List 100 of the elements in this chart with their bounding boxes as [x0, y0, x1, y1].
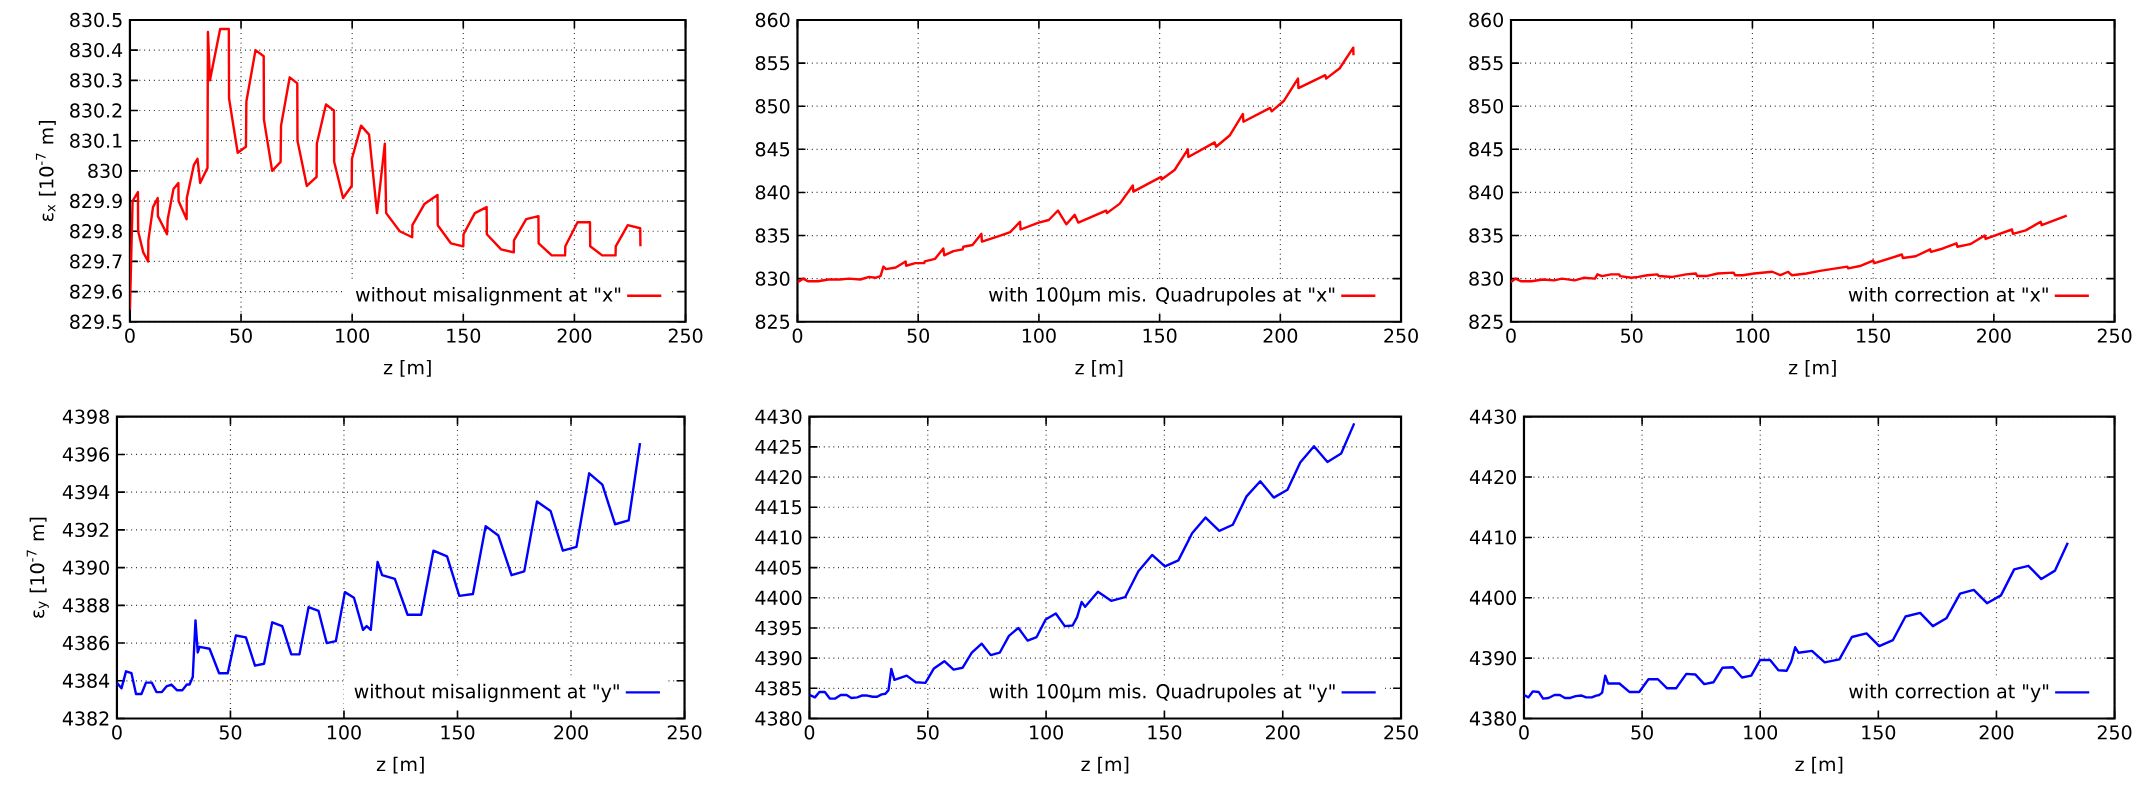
x-tick-label: 50	[917, 724, 939, 740]
x-tick-label: 50	[219, 724, 242, 740]
x-tick-label: 100	[1022, 328, 1056, 343]
x-tick-label: 200	[1979, 724, 2014, 740]
legend-label: without misalignment at "y"	[354, 683, 619, 702]
y-tick-label: 4410	[1469, 530, 1516, 545]
legend-label: with correction at "y"	[1849, 683, 2049, 702]
y-tick-label: 845	[755, 141, 790, 157]
y-tick-label: 825	[1469, 314, 1503, 329]
y-tick-label: 855	[755, 55, 790, 71]
y-tick-label: 4388	[62, 597, 109, 613]
y-tick-label: 4400	[1469, 590, 1516, 605]
y-tick-label: 850	[755, 98, 790, 114]
x-axis-title: z [m]	[376, 756, 424, 774]
x-tick-label: 150	[1862, 724, 1896, 740]
x-tick-label: 50	[1631, 724, 1653, 740]
y-tick-label: 4380	[1469, 711, 1516, 726]
x-tick-label: 250	[2097, 724, 2132, 740]
x-tick-label: 0	[804, 724, 815, 740]
y-tick-label: 4415	[755, 499, 802, 515]
y-tick-label: 830.2	[70, 103, 122, 118]
x-tick-label: 100	[1736, 328, 1770, 343]
y-tick-label: 830	[1469, 271, 1503, 286]
y-tick-label: 4394	[62, 484, 110, 500]
x-axis-title: z [m]	[1788, 359, 1836, 377]
x-tick-label: 200	[1266, 724, 1300, 740]
x-tick-label: 250	[667, 724, 702, 740]
x-axis-title: z [m]	[1795, 756, 1843, 774]
y-tick-label: 4400	[755, 590, 802, 605]
x-tick-label: 50	[907, 328, 929, 343]
x-tick-label: 250	[1384, 724, 1418, 740]
y-tick-label: 4405	[755, 560, 802, 575]
y-tick-label: 850	[1469, 98, 1503, 114]
y-tick-label: 829.7	[70, 254, 122, 269]
x-tick-label: 100	[327, 724, 361, 740]
y-tick-label: 829.9	[70, 193, 122, 209]
y-tick-label: 835	[755, 228, 790, 243]
legend-label: with 100μm mis. Quadrupoles at "y"	[989, 683, 1335, 702]
x-tick-label: 0	[125, 328, 135, 343]
line-series	[797, 46, 1355, 284]
y-tick-label: 4382	[62, 711, 109, 726]
x-tick-label: 200	[1263, 328, 1298, 343]
line-series	[1510, 214, 2068, 284]
y-tick-label: 830.5	[70, 12, 122, 27]
y-tick-label: 4395	[755, 620, 802, 635]
y-tick-label: 4390	[1469, 650, 1516, 666]
x-tick-label: 0	[1506, 328, 1516, 343]
x-axis-title: z [m]	[1075, 359, 1123, 377]
x-tick-label: 250	[668, 328, 703, 343]
legend-label: with 100μm mis. Quadrupoles at "x"	[989, 286, 1335, 306]
y-axis-title: ε$_{y}$ [10$^{-7}$ m]	[26, 517, 49, 618]
x-tick-label: 50	[230, 328, 252, 343]
x-tick-label: 250	[2097, 328, 2132, 343]
y-tick-label: 845	[1469, 141, 1503, 157]
y-axis-title: ε$_{x}$ [10$^{-7}$ m]	[35, 120, 56, 221]
y-tick-label: 4420	[755, 469, 802, 485]
y-tick-label: 4390	[755, 650, 802, 666]
y-tick-label: 829.6	[70, 284, 122, 299]
y-tick-label: 840	[1469, 185, 1503, 200]
y-tick-label: 4390	[62, 560, 109, 575]
y-tick-label: 829.8	[70, 223, 122, 239]
y-tick-label: 830.1	[70, 133, 122, 148]
x-tick-label: 100	[336, 328, 370, 343]
x-tick-label: 150	[447, 328, 481, 343]
y-tick-label: 825	[755, 314, 790, 329]
y-tick-label: 835	[1469, 228, 1503, 243]
y-tick-label: 830.4	[70, 42, 123, 58]
y-tick-label: 4392	[62, 522, 109, 537]
x-tick-label: 0	[792, 328, 803, 343]
x-axis-title: z [m]	[1081, 756, 1129, 774]
x-tick-label: 200	[554, 724, 588, 740]
y-tick-label: 4420	[1469, 469, 1516, 485]
x-tick-label: 200	[557, 328, 592, 343]
x-tick-label: 150	[1857, 328, 1890, 343]
x-tick-label: 150	[1148, 724, 1182, 740]
x-tick-label: 100	[1030, 724, 1063, 740]
y-tick-label: 4385	[755, 680, 802, 696]
y-tick-label: 4410	[755, 530, 802, 545]
y-tick-label: 855	[1469, 55, 1503, 71]
y-tick-label: 830	[755, 271, 790, 286]
y-tick-label: 4380	[755, 711, 802, 726]
y-tick-label: 4425	[755, 439, 802, 454]
x-tick-label: 150	[1143, 328, 1177, 343]
y-tick-label: 860	[1469, 12, 1503, 27]
x-axis-title: z [m]	[383, 359, 431, 377]
y-tick-label: 840	[755, 185, 790, 200]
y-tick-label: 4386	[62, 635, 109, 651]
x-tick-label: 250	[1384, 328, 1418, 343]
y-tick-label: 829.5	[70, 314, 122, 329]
y-tick-label: 4430	[755, 409, 802, 424]
y-tick-label: 4398	[62, 409, 109, 424]
y-tick-label: 830	[88, 163, 122, 178]
y-tick-label: 4384	[62, 673, 110, 688]
x-tick-label: 200	[1977, 328, 2011, 343]
y-tick-label: 830.3	[70, 72, 122, 88]
y-tick-label: 860	[755, 12, 790, 27]
legend-label: without misalignment at "x"	[355, 286, 621, 306]
y-tick-label: 4430	[1469, 409, 1516, 424]
x-tick-label: 0	[1519, 724, 1529, 740]
x-tick-label: 0	[112, 724, 122, 740]
